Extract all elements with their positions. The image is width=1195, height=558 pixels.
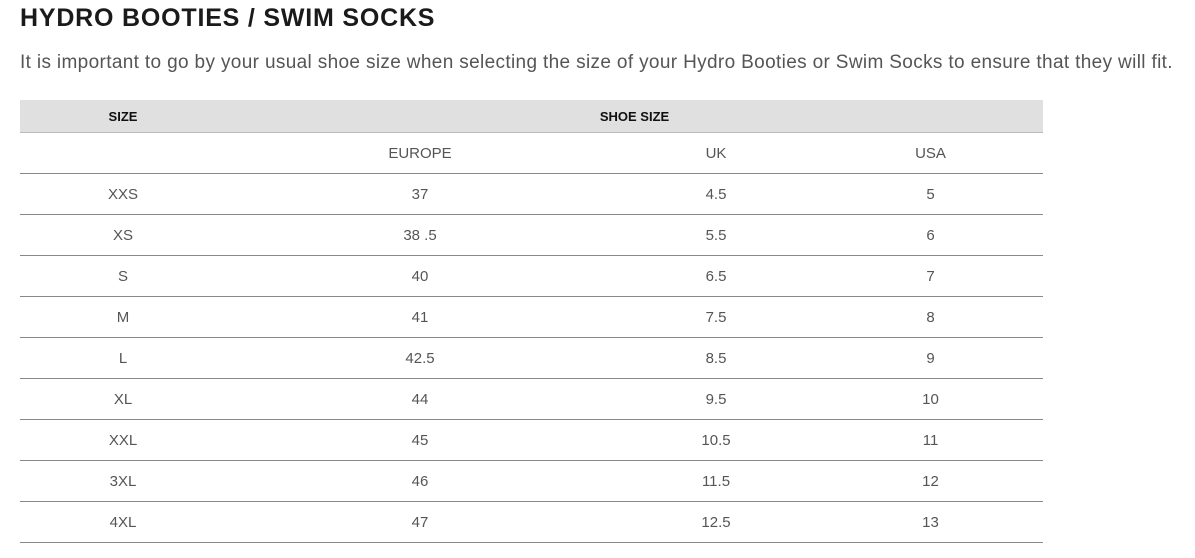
subheader-cell: EUROPE xyxy=(226,132,614,174)
table-cell: M xyxy=(20,296,226,338)
table-cell: 9.5 xyxy=(614,378,818,420)
table-cell: 12 xyxy=(818,460,1044,502)
table-row: XS 38 .5 5.5 6 xyxy=(20,214,1044,256)
table-cell: 41 xyxy=(226,296,614,338)
intro: It is important to go by your usual shoe… xyxy=(20,52,1173,73)
header-row: SIZE SHOE SIZE xyxy=(20,100,1044,133)
table-row: XXL 45 10.5 11 xyxy=(20,419,1044,461)
table-row: XL 44 9.5 10 xyxy=(20,378,1044,420)
table-row: 3XL 46 11.5 12 xyxy=(20,460,1044,502)
table-cell: XXL xyxy=(20,419,226,461)
table-cell: 37 xyxy=(226,173,614,215)
table-cell: 5.5 xyxy=(614,214,818,256)
table-cell: 12.5 xyxy=(614,501,818,543)
size-table: SIZE SHOE SIZE EUROPE UK USA XXS 37 4.5 5 XS… xyxy=(20,100,1044,543)
subheader-row: EUROPE UK USA xyxy=(20,132,1044,174)
empty-cell xyxy=(20,132,226,174)
table-body: EUROPE UK USA XXS 37 4.5 5 XS 38 .5 5.5 6 S 40 6.5… xyxy=(20,132,1044,543)
title: HYDRO BOOTIES / SWIM SOCKS xyxy=(20,4,436,32)
header-cell: SHOE SIZE xyxy=(226,100,1044,133)
table-cell: 11.5 xyxy=(614,460,818,502)
table-cell: 13 xyxy=(818,501,1044,543)
table-cell: 7.5 xyxy=(614,296,818,338)
table-cell: 11 xyxy=(818,419,1044,461)
table-cell: XS xyxy=(20,214,226,256)
table-cell: S xyxy=(20,255,226,297)
header-cell: SIZE xyxy=(20,100,226,133)
table-cell: 47 xyxy=(226,501,614,543)
table-cell: 6.5 xyxy=(614,255,818,297)
table-cell: L xyxy=(20,337,226,379)
table-row: 4XL 47 12.5 13 xyxy=(20,501,1044,543)
table-cell: 10 xyxy=(818,378,1044,420)
table-cell: 9 xyxy=(818,337,1044,379)
table-cell: 4XL xyxy=(20,501,226,543)
subheader-cell: USA xyxy=(818,132,1044,174)
table-row: XXS 37 4.5 5 xyxy=(20,173,1044,215)
table-cell: 42.5 xyxy=(226,337,614,379)
table-cell: 7 xyxy=(818,255,1044,297)
table-row: L 42.5 8.5 9 xyxy=(20,337,1044,379)
subheader-cell: UK xyxy=(614,132,818,174)
table-cell: 3XL xyxy=(20,460,226,502)
table-row: S 40 6.5 7 xyxy=(20,255,1044,297)
table-cell: 8 xyxy=(818,296,1044,338)
table-cell: 44 xyxy=(226,378,614,420)
table-cell: 45 xyxy=(226,419,614,461)
table-cell: 6 xyxy=(818,214,1044,256)
table-cell: XXS xyxy=(20,173,226,215)
table-row: M 41 7.5 8 xyxy=(20,296,1044,338)
table-cell: 10.5 xyxy=(614,419,818,461)
table-cell: 46 xyxy=(226,460,614,502)
table-cell: 40 xyxy=(226,255,614,297)
table-cell: 8.5 xyxy=(614,337,818,379)
table-cell: 4.5 xyxy=(614,173,818,215)
table-cell: 5 xyxy=(818,173,1044,215)
table-cell: 38 .5 xyxy=(226,214,614,256)
table-cell: XL xyxy=(20,378,226,420)
